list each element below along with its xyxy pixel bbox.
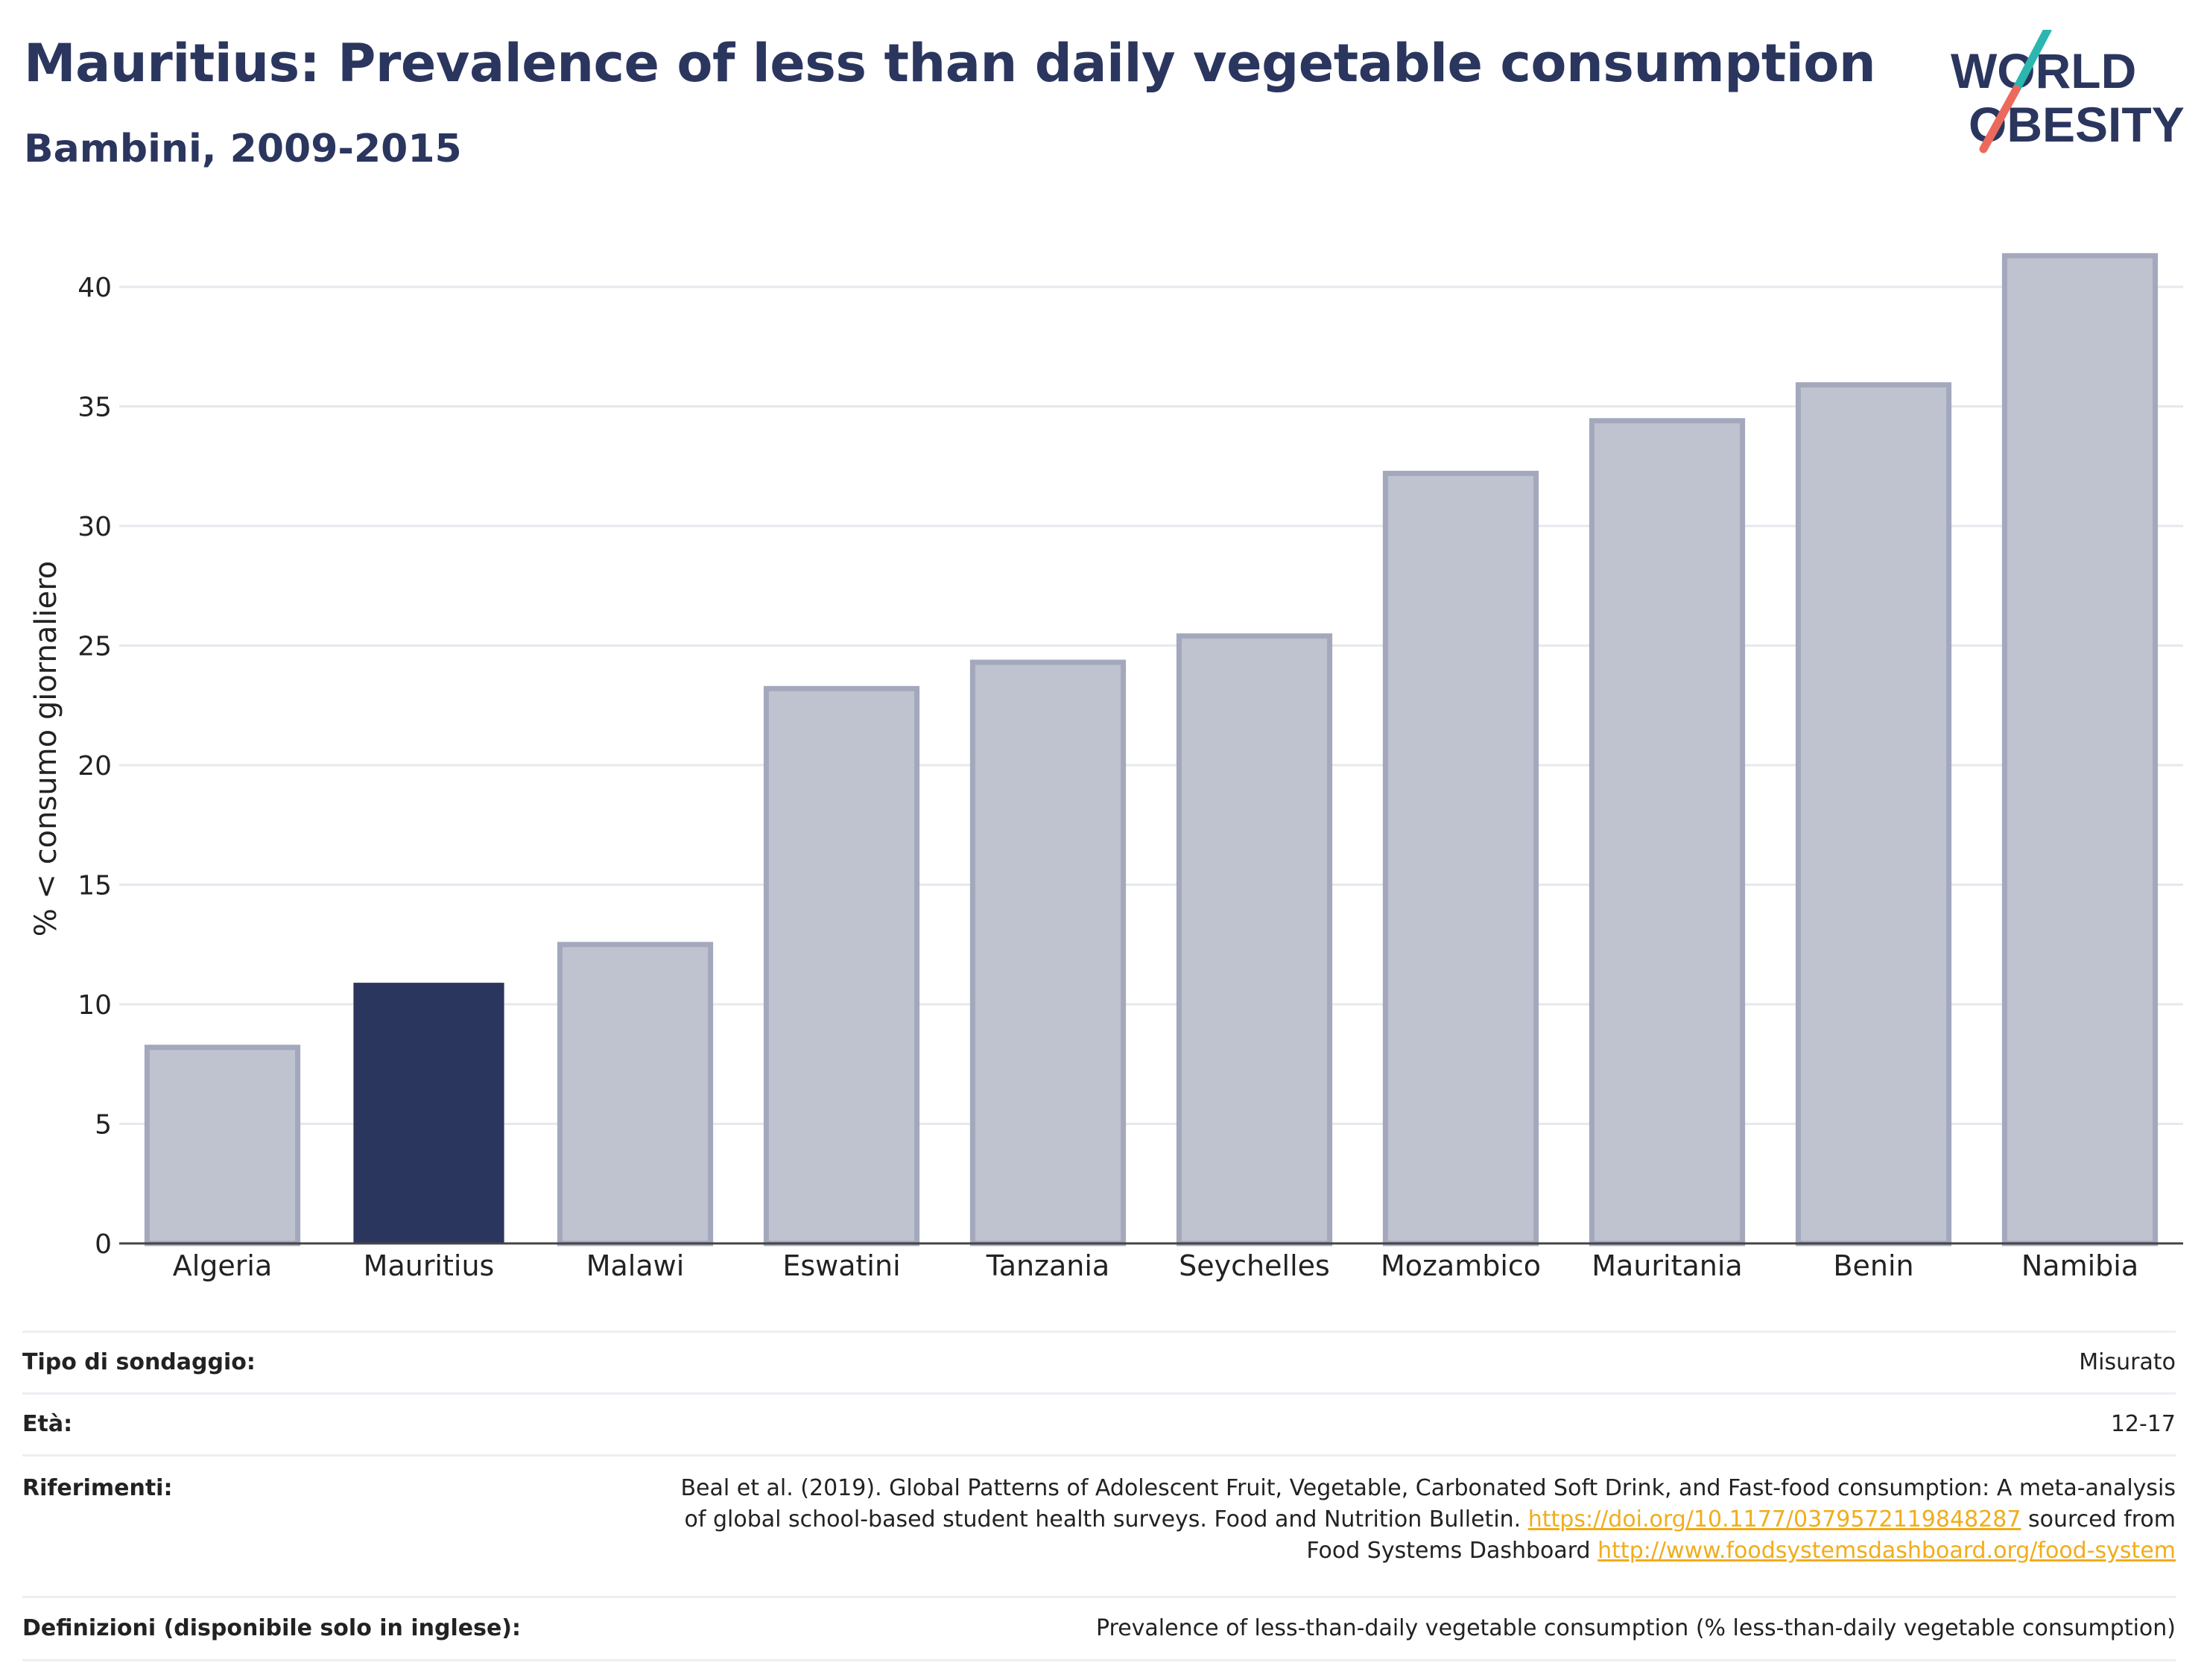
x-tick-label: Algeria: [173, 1249, 273, 1282]
meta-row-definitions: Definizioni (disponibile solo in inglese…: [22, 1596, 2176, 1661]
x-tick-label: Eswatini: [782, 1249, 900, 1282]
bar-namibia: [2001, 253, 2159, 1246]
survey-type-label: Tipo di sondaggio:: [22, 1349, 256, 1375]
bar-benin: [1795, 382, 1952, 1246]
y-tick-label: 25: [77, 632, 112, 662]
meta-row-references: Riferimenti: Beal et al. (2019). Global …: [22, 1454, 2176, 1596]
y-axis-label: % < consumo giornaliero: [29, 560, 63, 937]
x-tick-label: Namibia: [2021, 1249, 2138, 1282]
references-value: Beal et al. (2019). Global Patterns of A…: [680, 1473, 2176, 1567]
metadata-table: Tipo di sondaggio: Misurato Età: 12-17 R…: [22, 1331, 2176, 1661]
references-text3: sourced from: [2027, 1506, 2176, 1532]
bar-tanzania: [969, 659, 1127, 1246]
definitions-value: Prevalence of less-than-daily vegetable …: [1095, 1615, 2176, 1641]
y-tick-label: 30: [77, 512, 112, 542]
bar-malawi: [557, 942, 714, 1246]
x-tick-label: Mozambico: [1381, 1249, 1541, 1282]
logo-line1: WORLD: [1951, 43, 2136, 98]
y-tick-label: 35: [77, 393, 112, 423]
bar-eswatini: [763, 685, 920, 1246]
y-tick-label: 0: [95, 1229, 112, 1260]
y-tick-labels: 0 5 10 15 20 25 30 35 40: [77, 273, 112, 1260]
bars: [144, 253, 2159, 1246]
references-text4: Food Systems Dashboard: [1306, 1538, 1591, 1564]
references-label: Riferimenti:: [22, 1475, 173, 1501]
chart-title: Mauritius: Prevalence of less than daily…: [24, 33, 1876, 94]
references-text2: of global school-based student health su…: [684, 1506, 1521, 1532]
y-tick-label: 15: [77, 871, 112, 901]
bar-mauritius: [353, 983, 504, 1243]
meta-row-survey-type: Tipo di sondaggio: Misurato: [22, 1331, 2176, 1392]
references-doi-link[interactable]: https://doi.org/10.1177/0379572119848287: [1527, 1506, 2021, 1532]
references-text1: Beal et al. (2019). Global Patterns of A…: [680, 1475, 2176, 1501]
logo-slash-coral: [1979, 85, 2021, 153]
x-tick-label: Mauritius: [364, 1249, 495, 1282]
y-tick-label: 40: [77, 273, 112, 303]
meta-row-age: Età: 12-17: [22, 1392, 2176, 1454]
logo-slash-teal: [2012, 30, 2052, 94]
world-obesity-logo: WORLD OBESITY: [1951, 30, 2185, 153]
references-dashboard-link[interactable]: http://www.foodsystemsdashboard.org/food…: [1597, 1538, 2176, 1564]
bar-chart: 0 5 10 15 20 25 30 35 40 Algeria Mauritius Malawi E…: [77, 253, 2183, 1282]
x-tick-label: Tanzania: [986, 1249, 1109, 1282]
age-label: Età:: [22, 1411, 73, 1437]
x-tick-label: Benin: [1833, 1249, 1913, 1282]
definitions-label: Definizioni (disponibile solo in inglese…: [22, 1615, 521, 1641]
age-value: 12-17: [2110, 1411, 2176, 1437]
y-tick-label: 5: [95, 1110, 112, 1141]
x-tick-label: Seychelles: [1179, 1249, 1330, 1282]
survey-type-value: Misurato: [2079, 1349, 2176, 1375]
y-tick-label: 10: [77, 990, 112, 1021]
x-tick-labels: Algeria Mauritius Malawi Eswatini Tanzania Se…: [173, 1249, 2138, 1282]
chart-subtitle: Bambini, 2009-2015: [24, 127, 462, 171]
x-tick-label: Mauritania: [1592, 1249, 1742, 1282]
x-tick-label: Malawi: [586, 1249, 685, 1282]
bar-mozambico: [1382, 470, 1539, 1246]
y-tick-label: 20: [77, 751, 112, 782]
bar-mauritania: [1589, 418, 1746, 1246]
bar-algeria: [144, 1045, 301, 1246]
bar-seychelles: [1176, 633, 1333, 1246]
